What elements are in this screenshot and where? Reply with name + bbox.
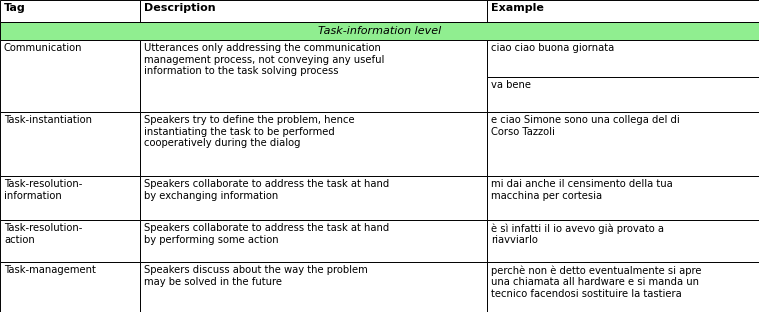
Text: Communication: Communication [4,43,83,53]
Text: Speakers discuss about the way the problem
may be solved in the future: Speakers discuss about the way the probl… [144,265,368,287]
Text: Task-resolution-
action: Task-resolution- action [4,223,83,245]
Text: Task-information level: Task-information level [318,26,441,36]
Text: perchè non è detto eventualmente si apre
una chiamata all hardware e si manda un: perchè non è detto eventualmente si apre… [491,265,701,299]
Bar [487,40,759,77]
Bar [487,176,759,220]
Text: Utterances only addressing the communication
management process, not conveying a: Utterances only addressing the communica… [144,43,384,76]
Text: Task-instantiation: Task-instantiation [4,115,92,125]
Bar [0,40,140,112]
Text: Tag: Tag [4,3,26,13]
Text: va bene: va bene [491,80,531,90]
Text: Example: Example [491,3,544,13]
Bar [487,262,759,312]
Bar [487,77,759,112]
Bar [140,176,487,220]
Bar [140,112,487,176]
Text: e ciao Simone sono una collega del di
Corso Tazzoli: e ciao Simone sono una collega del di Co… [491,115,680,137]
Text: Speakers collaborate to address the task at hand
by performing some action: Speakers collaborate to address the task… [144,223,389,245]
Text: Task-resolution-
information: Task-resolution- information [4,179,83,201]
Bar [0,0,140,22]
Text: Speakers collaborate to address the task at hand
by exchanging information: Speakers collaborate to address the task… [144,179,389,201]
Text: è sì infatti il io avevo già provato a
riavviarlo: è sì infatti il io avevo già provato a r… [491,223,664,245]
Bar [487,220,759,262]
Text: Description: Description [144,3,216,13]
Text: ciao ciao buona giornata: ciao ciao buona giornata [491,43,614,53]
Bar [140,262,487,312]
Bar [0,112,140,176]
Bar [0,22,759,40]
Text: Task-management: Task-management [4,265,96,275]
Text: Speakers try to define the problem, hence
instantiating the task to be performed: Speakers try to define the problem, henc… [144,115,354,148]
Text: mi dai anche il censimento della tua
macchina per cortesia: mi dai anche il censimento della tua mac… [491,179,672,201]
Bar [0,262,140,312]
Bar [140,220,487,262]
Bar [487,0,759,22]
Bar [140,40,487,112]
Bar [0,176,140,220]
Bar [0,220,140,262]
Bar [487,112,759,176]
Bar [140,0,487,22]
